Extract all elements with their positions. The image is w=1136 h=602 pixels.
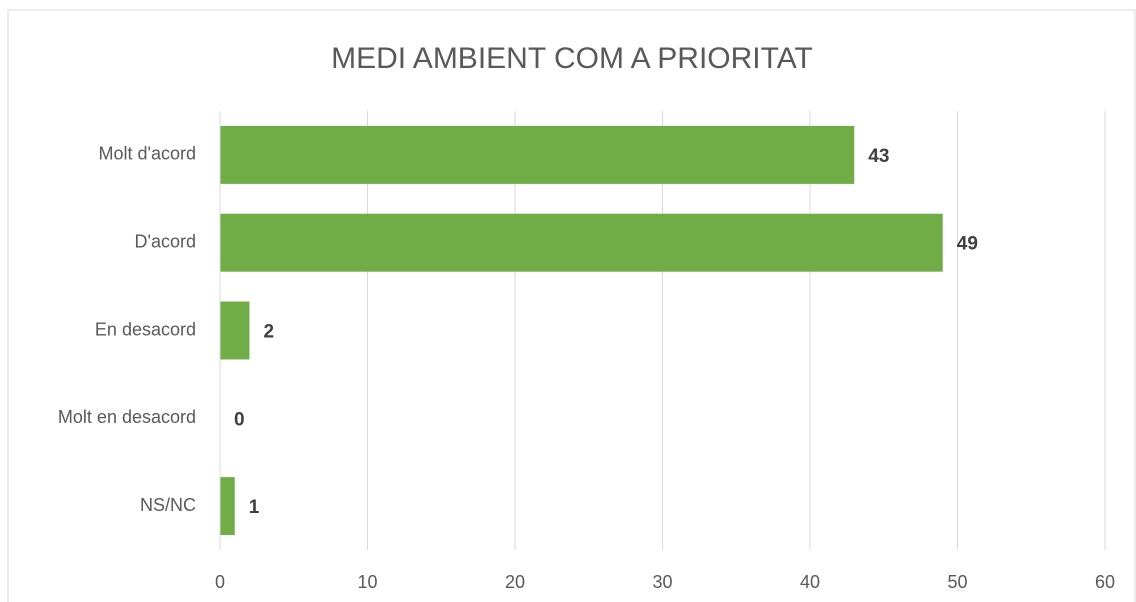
x-tick-label: 40 bbox=[800, 572, 820, 592]
bar bbox=[220, 301, 250, 360]
y-tick-label: Molt en desacord bbox=[58, 407, 196, 427]
y-tick-label: D'acord bbox=[135, 231, 196, 251]
x-tick-label: 50 bbox=[947, 572, 967, 592]
data-label: 43 bbox=[868, 146, 889, 167]
bar bbox=[220, 477, 235, 536]
y-tick-label: En desacord bbox=[95, 319, 196, 339]
data-label: 0 bbox=[234, 409, 245, 430]
chart-border bbox=[7, 9, 1136, 602]
x-tick-label: 60 bbox=[1095, 572, 1115, 592]
x-tick-label: 0 bbox=[215, 572, 225, 592]
x-tick-label: 30 bbox=[652, 572, 672, 592]
chart-title: MEDI AMBIENT COM A PRIORITAT bbox=[331, 42, 813, 75]
y-tick-label: NS/NC bbox=[140, 495, 196, 515]
bar bbox=[220, 213, 943, 272]
bar bbox=[220, 125, 855, 184]
x-tick-label: 20 bbox=[505, 572, 525, 592]
data-label: 1 bbox=[249, 497, 260, 518]
data-label: 49 bbox=[957, 234, 978, 255]
data-label: 2 bbox=[264, 322, 275, 343]
y-tick-label: Molt d'acord bbox=[99, 144, 196, 164]
x-tick-label: 10 bbox=[357, 572, 377, 592]
